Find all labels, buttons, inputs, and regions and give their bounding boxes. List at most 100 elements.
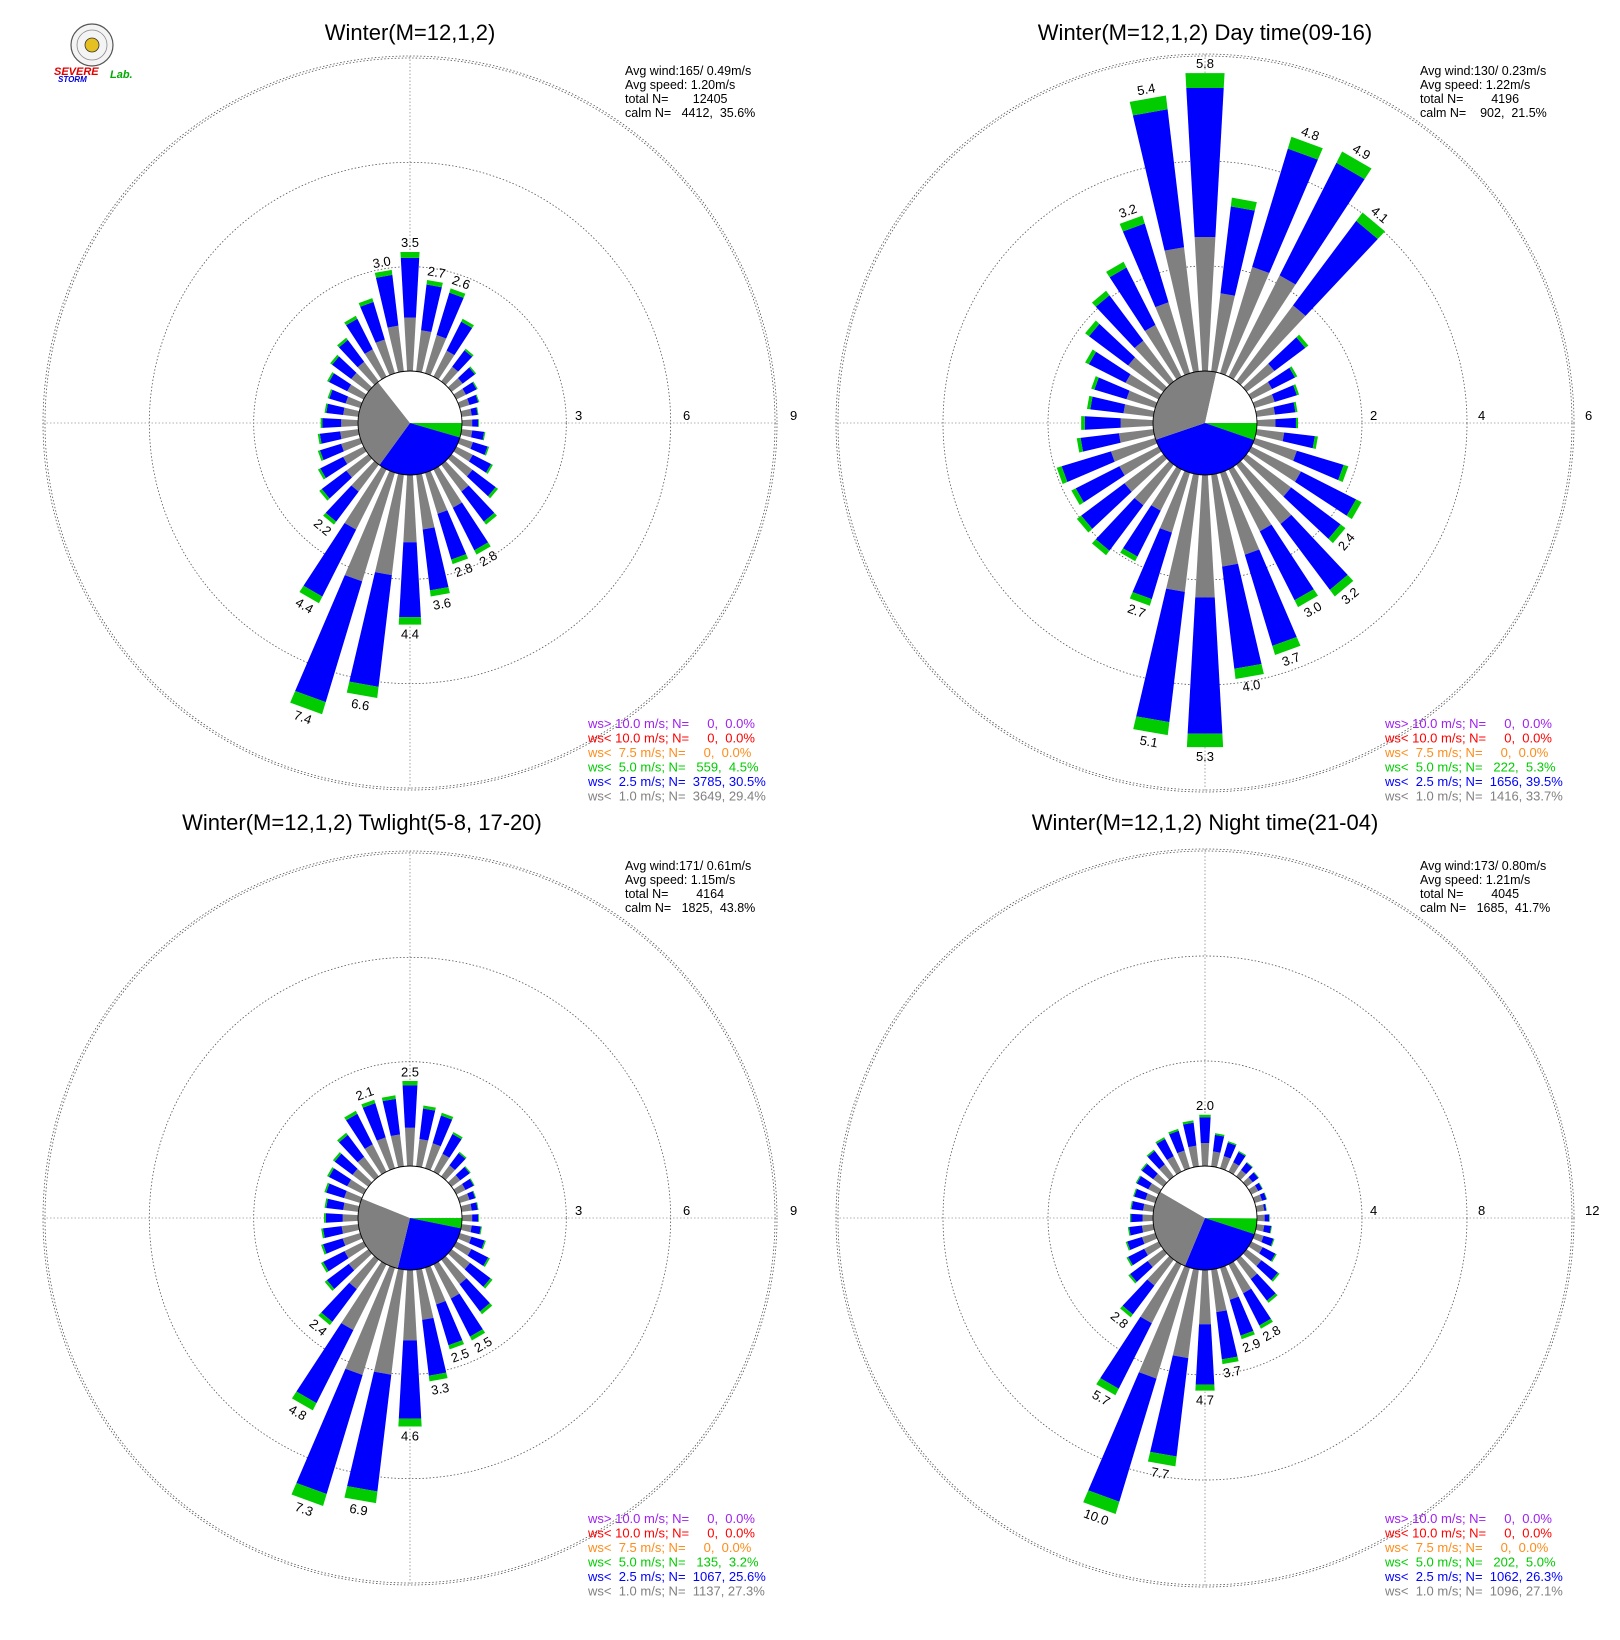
wind-bar-lt1 — [1256, 419, 1276, 427]
wind-bar-lt1 — [1145, 1193, 1158, 1203]
bar-value-label: 3.6 — [432, 595, 452, 613]
wind-bar-lt2_5 — [1267, 367, 1296, 390]
wind-bar-lt1 — [457, 438, 473, 449]
wind-bar-lt1 — [345, 396, 363, 408]
bar-value-label: 2.5 — [401, 1064, 419, 1079]
wind-bar-lt5 — [344, 1486, 378, 1504]
wind-bar-lt2_5 — [329, 389, 349, 404]
wind-bar-lt1 — [352, 1168, 373, 1187]
wind-bar-lt5 — [317, 433, 322, 445]
wind-bar-lt2_5 — [419, 1108, 436, 1141]
wind-bar-lt2_5 — [326, 403, 345, 416]
wind-bar-lt5 — [1293, 401, 1298, 413]
wind-bar-lt5 — [1146, 1149, 1155, 1157]
wind-bar-lt5 — [1120, 548, 1138, 562]
wind-bar-lt2_5 — [382, 1098, 401, 1137]
wind-bar-lt1 — [342, 1233, 363, 1246]
wind-bar-lt1 — [433, 466, 462, 508]
wind-bar-lt1 — [1236, 305, 1306, 386]
wind-bar-lt2_5 — [296, 1323, 354, 1404]
wind-bar-lt5 — [1221, 1356, 1239, 1365]
legend-entry: ws< 10.0 m/s; N= 0, 0.0% — [1384, 731, 1552, 746]
wind-bar-lt5 — [327, 372, 334, 383]
wind-bar-lt1 — [351, 460, 379, 492]
wind-bar-lt2_5 — [338, 339, 365, 368]
wind-bar-lt5 — [1129, 95, 1168, 116]
wind-bar-lt2_5 — [1283, 487, 1341, 539]
wind-bar-lt5 — [400, 251, 420, 258]
wind-bar-lt2_5 — [326, 1263, 355, 1290]
wind-bar-lt5 — [1234, 663, 1264, 679]
wind-bar-lt1 — [364, 349, 387, 380]
calm-wedge-lt1 — [1153, 1191, 1205, 1266]
wind-bar-lt2_5 — [1241, 1162, 1253, 1175]
wind-bar-lt1 — [1126, 390, 1158, 408]
wind-bar-lt5 — [344, 315, 358, 326]
ring-label: 4 — [1370, 1203, 1377, 1218]
wind-bar-lt5 — [483, 1278, 493, 1289]
wind-bar-lt5 — [429, 587, 450, 597]
bar-value-label: 2.7 — [1126, 601, 1148, 621]
wind-bar-lt1 — [1242, 454, 1292, 497]
stat-line: total N= 4164 — [625, 887, 724, 901]
legend-entry: ws> 10.0 m/s; N= 0, 0.0% — [1384, 1511, 1552, 1526]
wind-bar-lt2_5 — [471, 430, 485, 441]
wind-bar-lt5 — [469, 366, 477, 375]
logo-text-lab: Lab. — [110, 69, 133, 81]
wind-bar-lt2_5 — [332, 356, 357, 379]
wind-bar-lt5 — [1185, 73, 1225, 89]
bar-value-label: 5.1 — [1139, 733, 1159, 751]
wind-bar-lt2_5 — [1244, 549, 1297, 646]
wind-bar-lt5 — [461, 318, 474, 329]
stat-line: calm N= 1685, 41.7% — [1420, 901, 1550, 915]
wind-bar-lt5 — [472, 1190, 477, 1199]
wind-bar-lt1 — [341, 1261, 387, 1331]
wind-bar-lt2_5 — [320, 456, 348, 479]
wind-bar-lt1 — [1248, 446, 1302, 482]
wind-bar-lt1 — [1252, 394, 1275, 408]
wind-bar-lt1 — [1140, 1261, 1182, 1324]
stat-line: total N= 4196 — [1420, 92, 1519, 106]
wind-bar-lt2_5 — [470, 1202, 478, 1211]
wind-bar-lt5 — [319, 489, 330, 501]
wind-bar-lt1 — [1252, 438, 1297, 461]
wind-bar-lt1 — [1236, 460, 1292, 524]
wind-bar-lt2_5 — [1088, 351, 1131, 383]
wind-bar-lt1 — [461, 1214, 473, 1222]
wind-bar-lt1 — [1211, 293, 1235, 373]
calm-wedge-lt2_5 — [397, 1218, 461, 1271]
wind-bar-lt2_5 — [321, 1282, 357, 1322]
wind-bar-lt5 — [321, 1228, 325, 1239]
wind-bar-lt5 — [452, 1132, 463, 1140]
wind-bar-lt2_5 — [1089, 323, 1136, 366]
wind-bar-lt2_5 — [1095, 498, 1144, 551]
wind-bar-lt2_5 — [323, 1238, 346, 1254]
bar-value-label: 4.6 — [401, 1428, 419, 1443]
wind-bar-lt5 — [479, 1303, 493, 1315]
wind-bar-lt1 — [357, 1156, 379, 1181]
wind-bar-lt5 — [1081, 416, 1085, 430]
wind-bar-lt5 — [1147, 1451, 1177, 1467]
wind-bar-lt2_5 — [1233, 1151, 1246, 1166]
calm-wedge-lt1 — [357, 1198, 410, 1269]
wind-bar-lt2_5 — [326, 1183, 347, 1199]
wind-bar-lt2_5 — [462, 1178, 474, 1190]
wind-bar-lt5 — [469, 1329, 486, 1341]
wind-bar-lt5 — [1135, 1175, 1142, 1184]
bar-value-label: 4.0 — [1241, 677, 1261, 695]
wind-bar-lt5 — [323, 512, 337, 525]
wind-bar-lt2_5 — [1134, 1188, 1148, 1200]
wind-bar-lt1 — [425, 335, 447, 376]
chart-title: Winter(M=12,1,2) Day time(09-16) — [1038, 20, 1372, 45]
wind-bar-lt1 — [1242, 363, 1275, 392]
legend-entry: ws< 1.0 m/s; N= 1137, 27.3% — [587, 1584, 765, 1599]
calm-wedge-lt5 — [410, 1218, 463, 1229]
wind-bar-lt5 — [486, 463, 493, 474]
wind-bar-lt5 — [337, 1132, 348, 1143]
stat-line: Avg speed: 1.21m/s — [1420, 873, 1530, 887]
wind-rose-panel: 2 4 65.84.84.94.12.43.23.03.74.05.35.12.73… — [835, 20, 1592, 804]
wind-bar-lt5 — [1246, 1161, 1253, 1168]
wind-bar-lt1 — [344, 1241, 367, 1259]
wind-bar-lt1 — [1248, 381, 1273, 400]
wind-bar-lt2_5 — [319, 443, 344, 461]
